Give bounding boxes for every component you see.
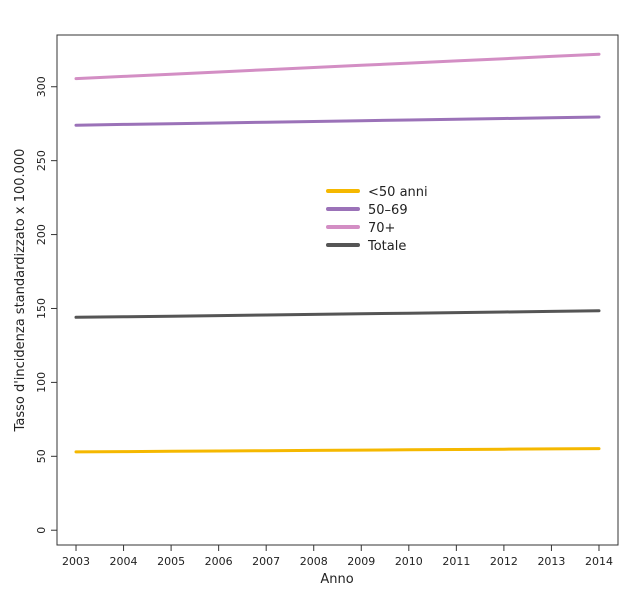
x-axis-title: Anno (320, 572, 353, 587)
y-axis-title: Tasso d'incidenza standardizzato x 100.0… (13, 149, 28, 433)
y-tick-label: 150 (35, 298, 48, 319)
y-tick-label: 0 (35, 527, 48, 534)
series-line-2 (74, 52, 601, 81)
legend-label-2: 70+ (368, 221, 395, 236)
x-tick-label: 2013 (537, 555, 565, 568)
y-tick-label: 200 (35, 224, 48, 245)
y-tick-label: 250 (35, 150, 48, 171)
x-tick-label: 2004 (110, 555, 138, 568)
series-line-0 (74, 447, 601, 454)
series-layer (74, 52, 601, 454)
x-axis: 2003 2004 2005 2006 2007 2008 2009 2010 2011 2012… (62, 545, 613, 568)
y-tick-label: 300 (35, 76, 48, 97)
x-tick-label: 2005 (157, 555, 185, 568)
y-tick-label: 50 (35, 449, 48, 463)
x-tick-label: 2014 (585, 555, 613, 568)
legend-label-3: Totale (367, 239, 406, 254)
legend-label-0: <50 anni (368, 185, 428, 200)
x-tick-label: 2003 (62, 555, 90, 568)
x-tick-label: 2006 (205, 555, 233, 568)
x-tick-label: 2009 (347, 555, 375, 568)
series-line-3 (74, 309, 601, 319)
x-tick-label: 2012 (490, 555, 518, 568)
y-axis: 0 50 100 150 200 250 300 (35, 76, 57, 534)
x-tick-label: 2011 (442, 555, 470, 568)
x-tick-label: 2010 (395, 555, 423, 568)
plot-frame (56, 34, 619, 546)
x-tick-label: 2007 (252, 555, 280, 568)
y-tick-label: 100 (35, 372, 48, 393)
series-line-1 (74, 115, 601, 127)
x-tick-label: 2008 (300, 555, 328, 568)
legend: <50 anni 50–69 70+ Totale (326, 185, 428, 254)
legend-label-1: 50–69 (368, 203, 408, 218)
